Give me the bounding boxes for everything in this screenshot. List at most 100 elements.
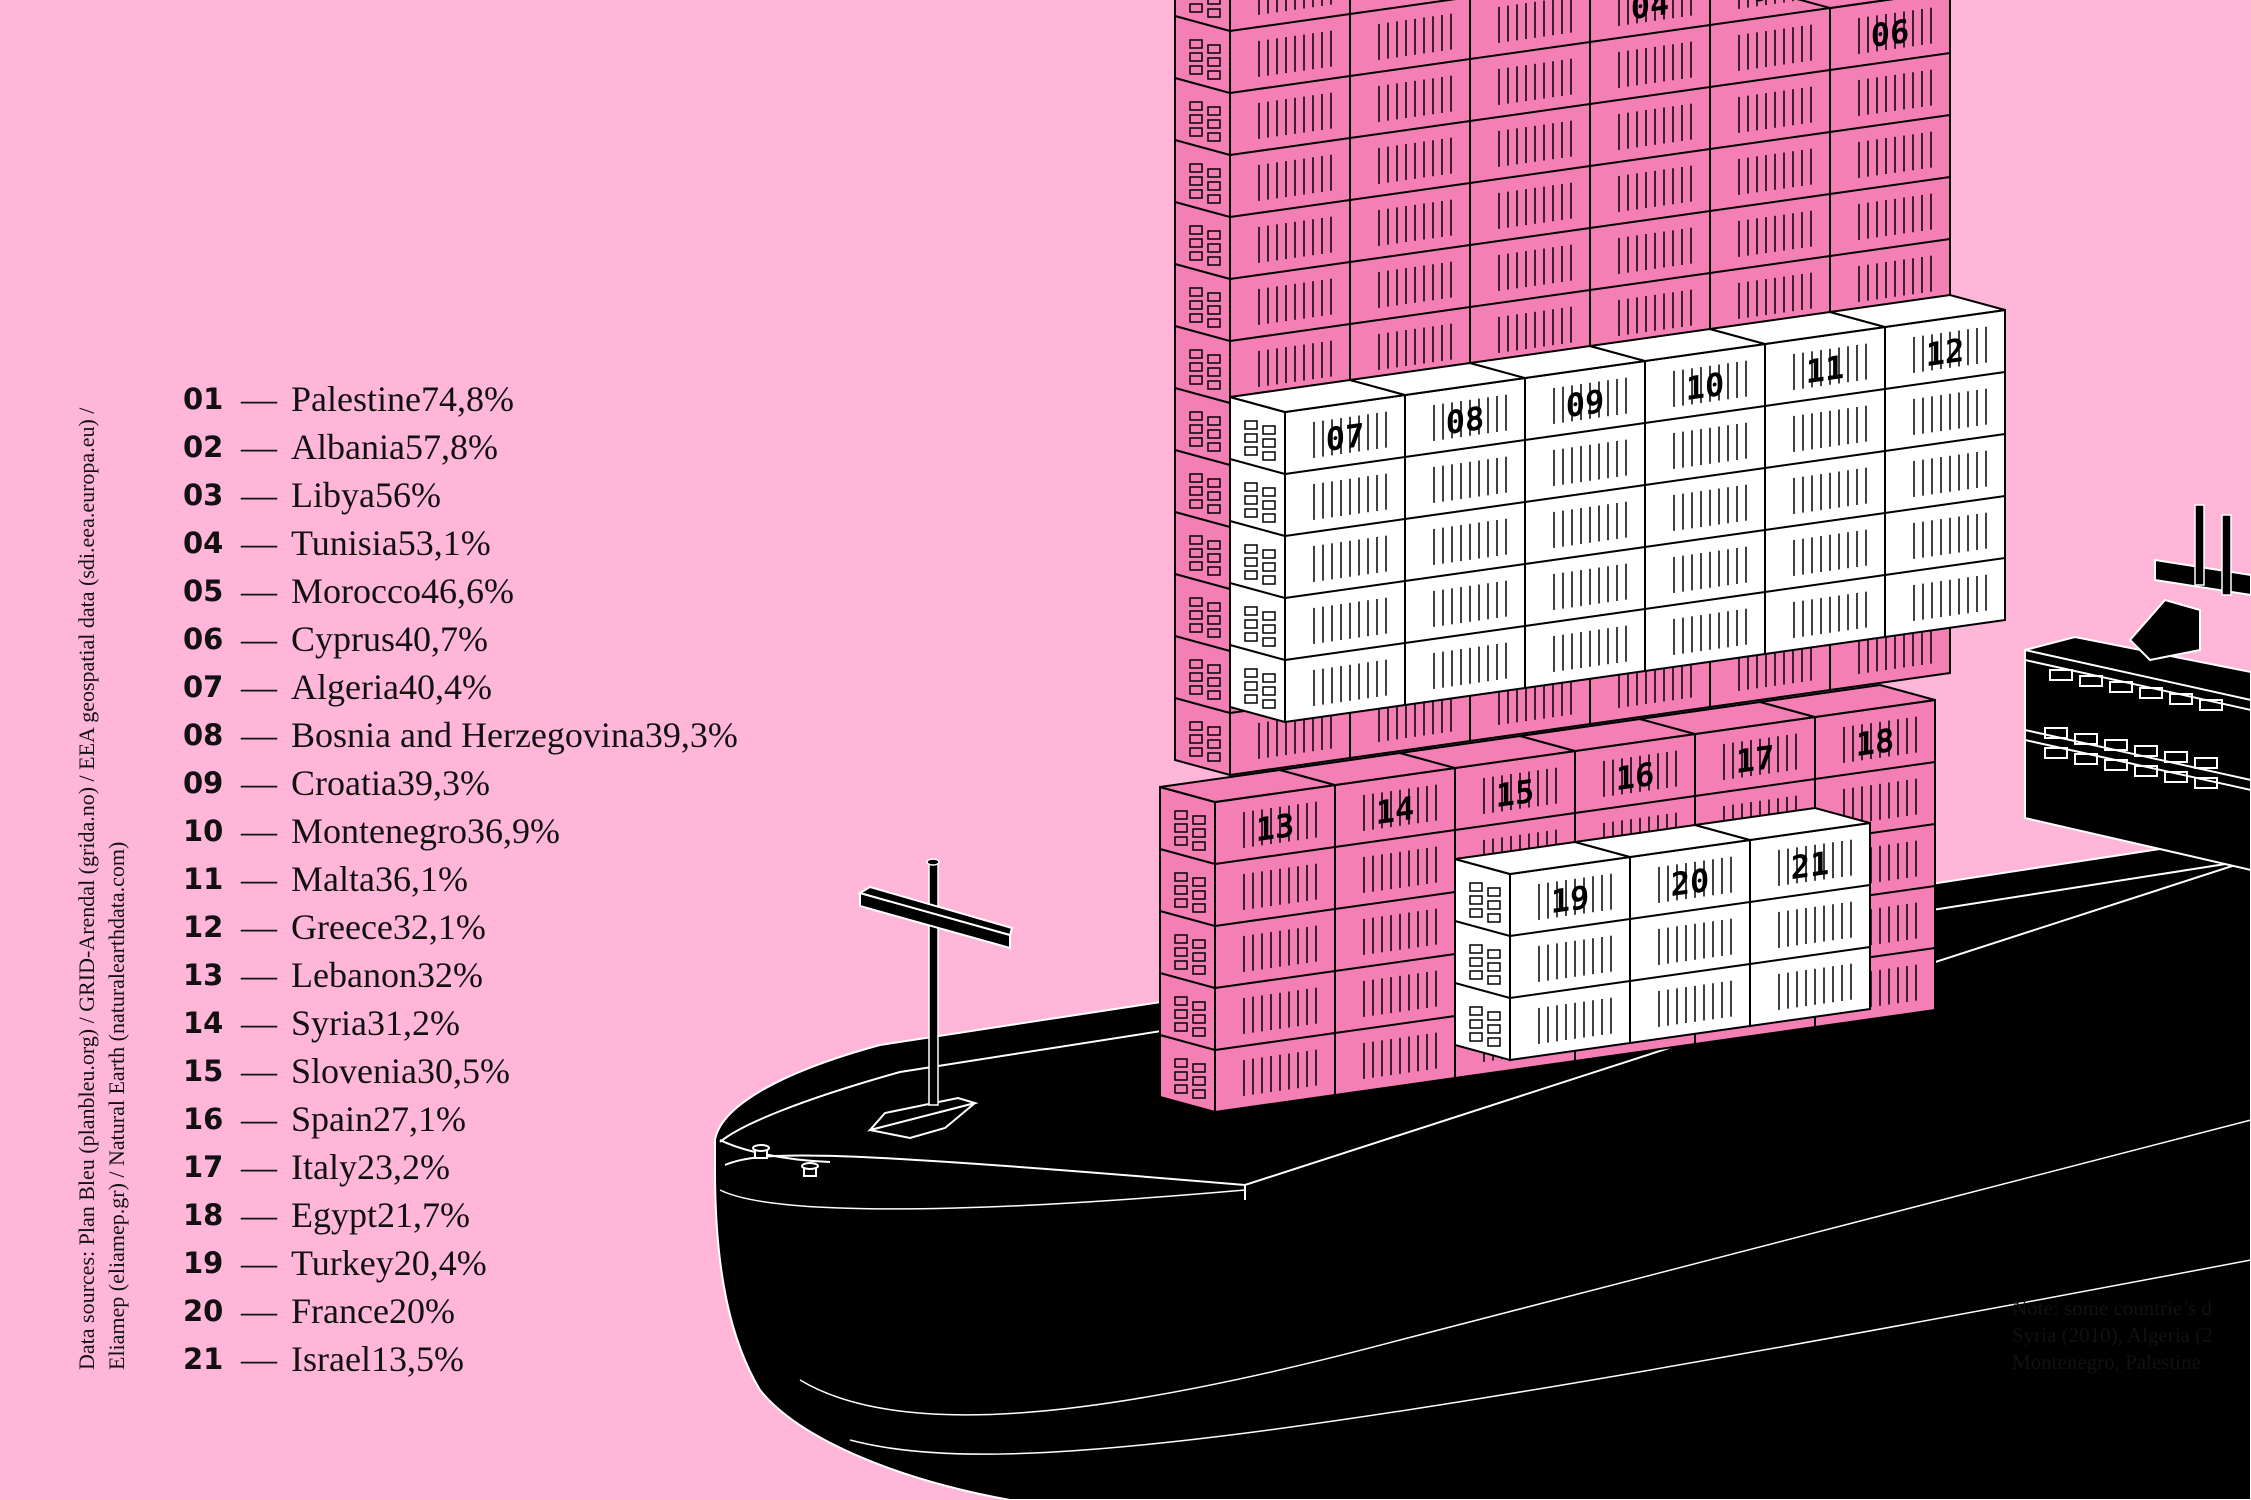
legend-item-05: 05 — Morocco 46,6% [183, 567, 738, 615]
legend-value: 21,7% [377, 1195, 470, 1235]
note-line-2: Syria (2010), Algeria (2 [2012, 1323, 2213, 1347]
ship-rail [719, 859, 2251, 1143]
legend-item-15: 15 — Slovenia 30,5% [183, 1047, 738, 1095]
bridge-superstructure [2024, 504, 2251, 872]
legend-value: 39,3% [644, 715, 738, 755]
legend-item-17: 17 — Italy 23,2% [183, 1143, 738, 1191]
legend-item-14: 14 — Syria 31,2% [183, 999, 738, 1047]
container-stack: 0102030405060708091011121314151617181920… [1159, 0, 2006, 1114]
legend-dash: — [241, 475, 277, 515]
container-label-09: 09 [1566, 382, 1605, 425]
legend-value: 74,8% [420, 379, 514, 419]
legend-number: 11 [183, 862, 224, 896]
container-label-04: 04 [1631, 0, 1670, 27]
legend-country: Greece [291, 907, 393, 947]
legend-number: 04 [183, 526, 224, 560]
legend-number: 14 [183, 1006, 224, 1040]
legend-number: 18 [183, 1198, 224, 1232]
container-label-19: 19 [1551, 878, 1590, 921]
note-line-1: Note: some countrie’s d [2012, 1296, 2213, 1320]
container-label-12: 12 [1926, 331, 1965, 374]
legend-dash: — [241, 1195, 277, 1235]
container-label-10: 10 [1686, 365, 1725, 408]
ship-deck-line [724, 859, 2251, 1187]
container-label-18: 18 [1856, 721, 1895, 764]
legend-number: 01 [183, 382, 224, 416]
legend-country: Cyprus [291, 619, 396, 659]
legend-item-03: 03 — Libya 56% [183, 471, 738, 519]
legend-item-18: 18 — Egypt 21,7% [183, 1191, 738, 1239]
legend-value: 46,6% [420, 571, 514, 611]
legend-item-11: 11 — Malta 36,1% [183, 855, 738, 903]
legend-dash: — [241, 715, 277, 755]
legend-country: Algeria [291, 667, 399, 707]
legend-number: 09 [183, 766, 224, 800]
container-label-15: 15 [1496, 772, 1535, 815]
legend-value: 36,1% [374, 859, 468, 899]
container-label-21: 21 [1791, 844, 1830, 887]
legend-value: 20,4% [393, 1243, 487, 1283]
legend-dash: — [241, 1291, 277, 1331]
container-label-05: 05 [1751, 0, 1790, 10]
container-stack-12: 12 [1829, 293, 2006, 639]
legend-value: 23,2% [356, 1147, 450, 1187]
container-label-14: 14 [1376, 789, 1415, 832]
legend-item-07: 07 — Algeria 40,4% [183, 663, 738, 711]
legend-dash: — [241, 811, 277, 851]
legend-number: 20 [183, 1294, 224, 1328]
legend-value: 27,1% [373, 1099, 467, 1139]
legend-dash: — [241, 667, 277, 707]
legend-number: 10 [183, 814, 224, 848]
legend-dash: — [241, 619, 277, 659]
container-stack-20: 20 [1574, 823, 1751, 1045]
container-label-20: 20 [1671, 861, 1710, 904]
legend-item-01: 01 — Palestine 74,8% [183, 375, 738, 423]
legend-value: 53,1% [397, 523, 491, 563]
legend-number: 17 [183, 1150, 224, 1184]
legend-item-12: 12 — Greece 32,1% [183, 903, 738, 951]
container-label-17: 17 [1736, 738, 1775, 781]
legend-number: 15 [183, 1054, 224, 1088]
legend-dash: — [241, 1147, 277, 1187]
container-stack-09: 09 [1469, 344, 1646, 690]
legend-number: 16 [183, 1102, 224, 1136]
legend-dash: — [241, 955, 277, 995]
legend-item-09: 09 — Croatia 39,3% [183, 759, 738, 807]
legend-country: Croatia [291, 763, 397, 803]
legend-dash: — [241, 1339, 277, 1379]
legend-number: 02 [183, 430, 224, 464]
legend-value: 56% [374, 475, 441, 515]
legend-value: 39,3% [396, 763, 490, 803]
legend-item-04: 04 — Tunisia 53,1% [183, 519, 738, 567]
container-stack-14: 14 [1279, 751, 1456, 1097]
container-stack-13: 13 [1159, 768, 1336, 1114]
legend-dash: — [241, 571, 277, 611]
legend-country: Albania [291, 427, 405, 467]
legend-country: Tunisia [291, 523, 398, 563]
legend-country: Italy [291, 1147, 357, 1187]
container-label-16: 16 [1616, 755, 1655, 798]
note: Note: some countrie’s d Syria (2010), Al… [2012, 1295, 2251, 1376]
note-line-3: Montenegro, Palestine [2012, 1350, 2201, 1374]
legend-dash: — [241, 1099, 277, 1139]
legend-number: 21 [183, 1342, 224, 1376]
container-stack-11: 11 [1709, 310, 1886, 656]
legend-value: 30,5% [416, 1051, 510, 1091]
legend-country: Turkey [291, 1243, 394, 1283]
legend-value: 40,7% [395, 619, 489, 659]
container-stack-07: 07 [1229, 378, 1406, 724]
legend-dash: — [241, 1003, 277, 1043]
legend-item-19: 19 — Turkey 20,4% [183, 1239, 738, 1287]
container-label-06: 06 [1871, 12, 1910, 55]
legend-number: 08 [183, 718, 224, 752]
legend-number: 05 [183, 574, 224, 608]
legend-country: Bosnia and Herzegovina [291, 715, 645, 755]
legend-country: Spain [291, 1099, 374, 1139]
legend-dash: — [241, 427, 277, 467]
legend-dash: — [241, 763, 277, 803]
container-label-08: 08 [1446, 399, 1485, 442]
legend-number: 06 [183, 622, 224, 656]
legend-item-10: 10 — Montenegro 36,9% [183, 807, 738, 855]
container-stack-19: 19 [1454, 840, 1631, 1062]
